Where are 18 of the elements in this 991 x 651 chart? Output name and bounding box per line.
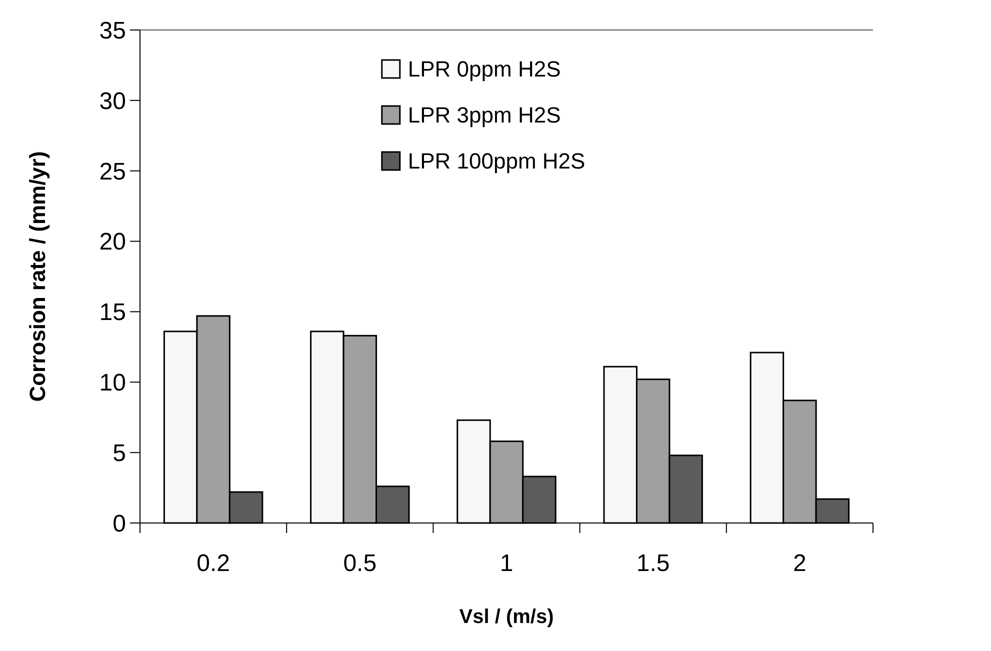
legend-label: LPR 100ppm H2S	[408, 148, 586, 174]
y-tick-label: 15	[99, 299, 126, 326]
legend-label: LPR 0ppm H2S	[408, 56, 561, 82]
y-tick-label: 10	[99, 370, 126, 397]
x-axis-title: Vsl / (m/s)	[459, 606, 554, 628]
y-axis-title: Corrosion rate / (mm/yr)	[25, 151, 50, 402]
y-tick-label: 20	[99, 228, 126, 256]
x-tick-label: 2	[793, 550, 806, 577]
y-tick-label: 35	[99, 17, 126, 44]
x-tick-label: 1.5	[636, 550, 670, 577]
y-tick-label: 25	[99, 158, 126, 186]
x-tick-label: 1	[500, 550, 514, 577]
y-tick-label: 0	[112, 510, 126, 538]
legend-label: LPR 3ppm H2S	[408, 102, 561, 128]
y-tick-label: 30	[99, 88, 126, 115]
x-tick-label: 0.5	[343, 550, 377, 577]
x-tick-label: 0.2	[196, 550, 230, 577]
y-tick-label: 5	[112, 440, 126, 467]
